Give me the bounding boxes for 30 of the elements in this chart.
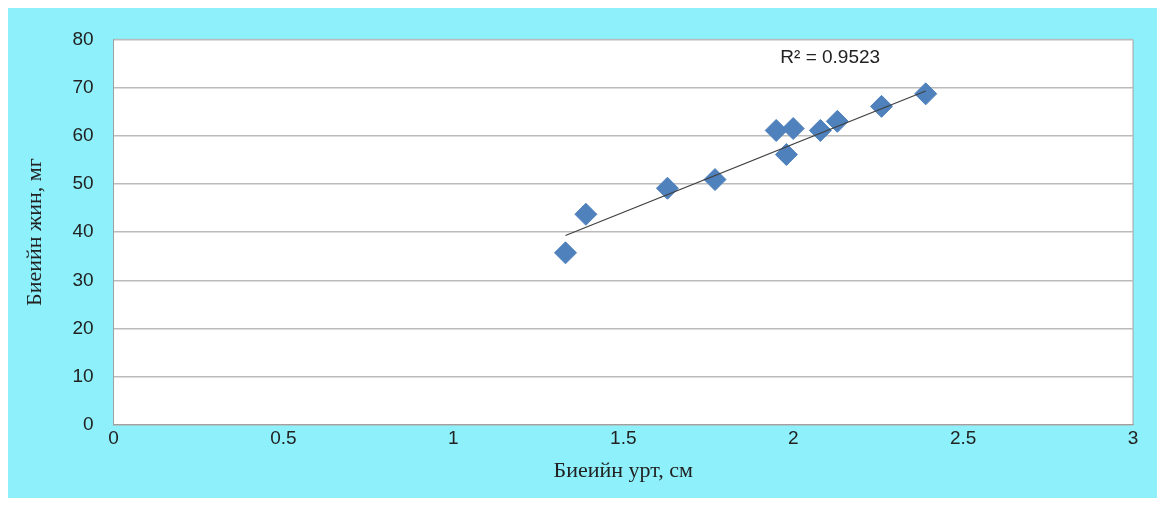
point <box>574 202 598 226</box>
y-axis-title: Биеийн жин, мг <box>20 158 46 306</box>
y-tick-label: 0 <box>82 413 94 435</box>
x-tick-label: 1.5 <box>610 427 637 449</box>
point <box>703 168 727 192</box>
y-tick-label: 70 <box>72 75 94 97</box>
x-axis-title: Биеийн урт, см <box>553 456 694 482</box>
y-tick-label: 60 <box>72 123 94 145</box>
y-tick-label: 20 <box>72 316 94 338</box>
y-tick-label: 10 <box>72 364 94 386</box>
x-tick-label: 3 <box>1127 427 1139 449</box>
point <box>914 82 938 106</box>
annotation: R² = 0.9523 <box>780 45 881 67</box>
point <box>781 117 805 141</box>
x-tick-label: 0.5 <box>270 427 297 449</box>
x-tick-label: 1 <box>448 427 459 449</box>
y-tick-label: 80 <box>72 27 94 49</box>
x-tick-label: 2 <box>787 427 799 449</box>
point <box>808 118 832 142</box>
y-tick-label: 50 <box>72 172 94 194</box>
y-tick-label: 40 <box>72 220 94 242</box>
point <box>764 118 788 142</box>
point <box>825 109 849 133</box>
point <box>554 241 577 265</box>
x-tick-label: 0 <box>108 427 119 449</box>
y-tick-label: 30 <box>72 268 94 290</box>
point <box>655 176 679 200</box>
point <box>870 94 894 118</box>
point <box>774 143 798 167</box>
x-tick-label: 2.5 <box>949 427 977 449</box>
